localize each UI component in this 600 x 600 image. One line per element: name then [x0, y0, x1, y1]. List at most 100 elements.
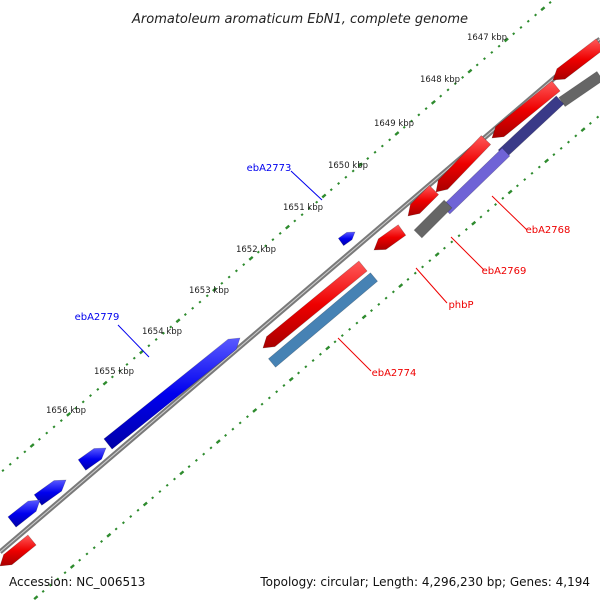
tick-mark — [588, 121, 592, 125]
tick-mark — [348, 327, 352, 331]
feature-purple — [441, 147, 511, 215]
tick-mark — [329, 188, 333, 192]
tick-mark — [439, 94, 443, 98]
tick-mark — [344, 175, 348, 179]
tick-mark — [191, 306, 195, 310]
tick-mark — [205, 294, 209, 298]
tick-mark — [151, 496, 155, 500]
scale-label: 1656 kbp — [46, 406, 86, 416]
cds-forward — [77, 447, 107, 471]
tick-mark — [370, 309, 373, 313]
tick-mark — [413, 271, 417, 275]
tick-mark — [78, 558, 82, 562]
tick-mark — [245, 415, 249, 419]
scale-label: 1649 kbp — [374, 119, 414, 129]
cds-reverse — [491, 80, 561, 139]
tick-mark — [16, 456, 20, 460]
tick-mark — [56, 577, 60, 581]
tick-mark — [81, 400, 85, 404]
tick-mark — [526, 19, 530, 23]
scale-label: 1654 kbp — [142, 327, 182, 337]
tick-mark — [63, 571, 67, 575]
gene-label-ebA2779: ebA2779 — [75, 312, 120, 323]
tick-mark — [428, 259, 432, 263]
tick-mark — [574, 134, 578, 138]
tick-mark-major — [142, 501, 148, 507]
tick-mark-major — [212, 287, 218, 292]
tick-mark-major — [29, 443, 35, 448]
tick-mark — [501, 196, 505, 200]
tick-mark — [154, 338, 158, 341]
tick-mark — [490, 50, 494, 54]
tick-mark-major — [252, 408, 258, 413]
tick-mark — [114, 527, 118, 531]
callout-line — [117, 324, 150, 358]
tick-mark — [421, 265, 425, 269]
scale-label: 1650 kbp — [328, 161, 368, 171]
tick-mark — [275, 390, 279, 394]
cds-reverse — [0, 534, 37, 567]
tick-mark — [515, 184, 519, 188]
callout-line — [415, 267, 448, 304]
tick-mark — [315, 200, 319, 204]
tick-mark-major — [580, 127, 586, 133]
tick-mark — [355, 321, 359, 325]
tick-mark — [209, 446, 213, 450]
tick-mark — [194, 458, 198, 462]
scale-label: 1652 kbp — [236, 245, 276, 255]
tick-mark — [479, 215, 483, 219]
tick-mark — [48, 583, 52, 587]
tick-mark — [351, 169, 355, 173]
tick-mark — [173, 477, 176, 481]
tick-mark-major — [325, 345, 331, 351]
tick-mark-major — [467, 68, 473, 74]
tick-mark — [198, 300, 202, 304]
scale-label: 1653 kbp — [189, 286, 229, 296]
tick-mark — [118, 369, 122, 373]
tick-mark-major — [394, 131, 400, 136]
tick-mark-major — [288, 376, 294, 382]
tick-mark — [100, 540, 104, 543]
tick-mark-major — [248, 255, 254, 261]
tick-mark — [169, 325, 173, 329]
tick-mark — [8, 462, 12, 466]
tick-mark — [373, 150, 377, 154]
feature-gray — [413, 199, 453, 239]
tick-mark — [59, 419, 63, 423]
tick-mark-major — [503, 37, 509, 43]
scale-label: 1648 kbp — [420, 75, 460, 85]
tick-mark-major — [430, 99, 436, 105]
tick-mark — [530, 171, 534, 175]
tick-mark — [264, 244, 268, 248]
tick-mark-major — [471, 220, 477, 226]
tick-mark — [475, 63, 479, 67]
tick-mark — [52, 425, 56, 429]
tick-mark — [242, 263, 246, 267]
tick-mark — [260, 402, 264, 406]
tick-mark — [161, 331, 165, 335]
tick-mark-major — [179, 470, 185, 476]
tick-mark — [377, 302, 381, 306]
map-title: Aromatoleum aromaticum EbN1, complete ge… — [131, 12, 468, 27]
scale-label: 1647 kbp — [467, 33, 507, 43]
tick-mark — [483, 57, 486, 61]
tick-mark — [388, 138, 392, 142]
tick-mark — [417, 113, 421, 117]
tick-mark — [187, 465, 191, 469]
tick-mark-major — [175, 318, 181, 324]
tick-mark — [132, 356, 136, 360]
tick-mark — [293, 219, 297, 223]
cds-forward — [33, 479, 67, 506]
tick-mark — [307, 206, 311, 210]
outer-tick-track — [1, 1, 552, 472]
callout-line — [450, 236, 485, 271]
tick-mark — [457, 234, 461, 238]
tick-mark — [384, 296, 388, 300]
scale-label: 1655 kbp — [94, 367, 134, 377]
tick-mark-major — [507, 189, 513, 195]
gene-label-phbP: phbP — [448, 300, 473, 311]
tick-mark — [450, 240, 454, 244]
tick-mark-major — [361, 314, 367, 320]
tick-mark-major — [544, 158, 550, 164]
